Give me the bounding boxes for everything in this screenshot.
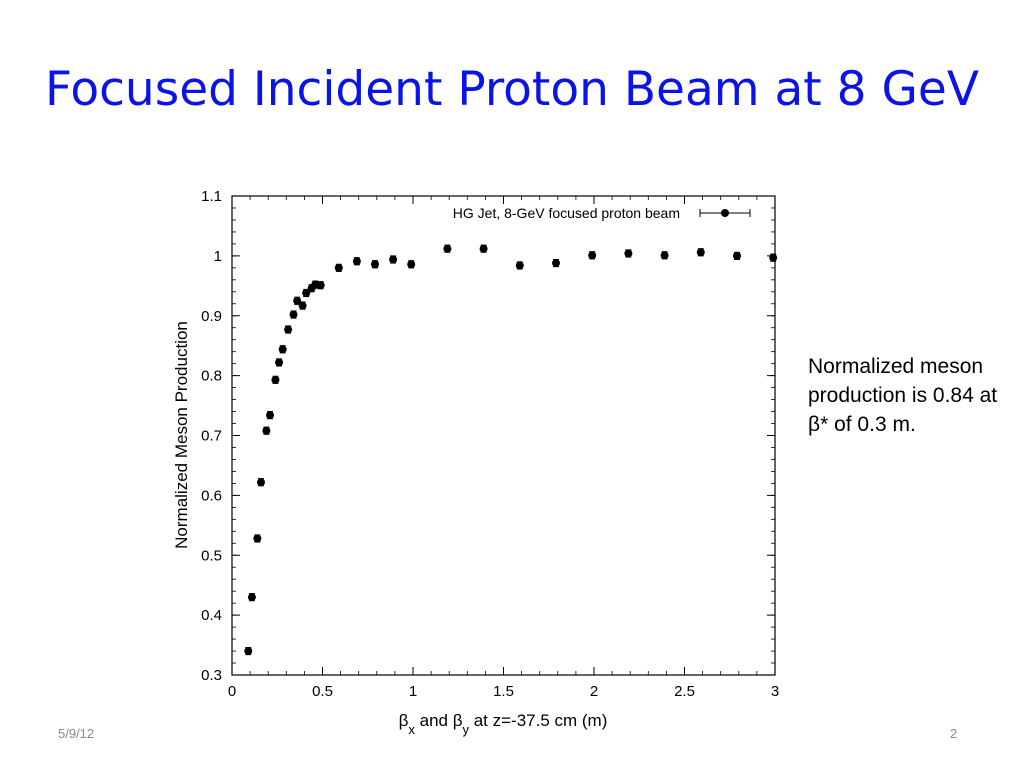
data-points bbox=[244, 244, 778, 656]
x-tick-label: 3 bbox=[771, 683, 779, 700]
x-tick-label: 1.5 bbox=[493, 683, 514, 700]
data-point bbox=[370, 260, 379, 269]
legend-marker bbox=[721, 209, 729, 217]
y-tick-label: 0.9 bbox=[201, 308, 222, 325]
data-point bbox=[302, 288, 311, 297]
data-point bbox=[624, 249, 633, 258]
chart: 0 0.5 1 1.5 2 2.5 3 0.3 0.4 0.5 0.6 0.7 0.8 0.9 1 1.1 H… bbox=[160, 180, 790, 740]
data-point bbox=[298, 301, 307, 310]
data-point bbox=[769, 253, 778, 262]
y-tick-label: 0.7 bbox=[201, 428, 222, 445]
ticks bbox=[231, 195, 776, 676]
data-point bbox=[407, 260, 416, 269]
data-point bbox=[696, 248, 705, 257]
data-point bbox=[256, 478, 265, 487]
data-point bbox=[293, 296, 302, 305]
data-point bbox=[515, 261, 524, 270]
legend-label: HG Jet, 8-GeV focused proton beam bbox=[453, 205, 680, 221]
x-tick-label: 2 bbox=[590, 683, 598, 700]
data-point bbox=[660, 251, 669, 260]
y-tick-label: 0.5 bbox=[201, 547, 222, 564]
data-point bbox=[247, 593, 256, 602]
data-point bbox=[588, 251, 597, 260]
x-tick-label: 0.5 bbox=[312, 683, 333, 700]
y-tick-label: 1.1 bbox=[201, 188, 222, 205]
y-tick-label: 0.3 bbox=[201, 667, 222, 684]
data-point bbox=[253, 534, 262, 543]
data-point bbox=[262, 426, 271, 435]
slide-title: Focused Incident Proton Beam at 8 GeV bbox=[44, 62, 980, 117]
data-point bbox=[289, 310, 298, 319]
data-point bbox=[443, 244, 452, 253]
data-point bbox=[316, 281, 325, 290]
data-point bbox=[479, 244, 488, 253]
plot-frame bbox=[231, 195, 776, 676]
y-tick-label: 0.6 bbox=[201, 487, 222, 504]
x-tick-label: 0 bbox=[228, 683, 236, 700]
data-point bbox=[278, 345, 287, 354]
legend: HG Jet, 8-GeV focused proton beam bbox=[453, 205, 751, 221]
data-point bbox=[389, 255, 398, 264]
tick-labels: 0 0.5 1 1.5 2 2.5 3 0.3 0.4 0.5 0.6 0.7 0.8 0.9 1 1.1 bbox=[201, 188, 779, 700]
x-tick-label: 2.5 bbox=[674, 683, 695, 700]
page-number: 2 bbox=[950, 726, 958, 741]
x-axis-label: βx and βy at z=-37.5 cm (m) bbox=[399, 711, 608, 737]
footer-date: 5/9/12 bbox=[58, 726, 95, 741]
side-note: Normalized meson production is 0.84 at β… bbox=[808, 355, 998, 436]
data-point bbox=[352, 257, 361, 266]
data-point bbox=[284, 325, 293, 334]
data-point bbox=[275, 358, 284, 367]
data-point bbox=[732, 251, 741, 260]
y-tick-label: 1 bbox=[214, 248, 222, 265]
y-tick-label: 0.4 bbox=[201, 607, 222, 624]
chart-svg: 0 0.5 1 1.5 2 2.5 3 0.3 0.4 0.5 0.6 0.7 0.8 0.9 1 1.1 H… bbox=[172, 188, 779, 737]
y-tick-label: 0.8 bbox=[201, 368, 222, 385]
data-point bbox=[271, 375, 280, 384]
data-point bbox=[334, 263, 343, 272]
data-point bbox=[266, 411, 275, 420]
data-point bbox=[244, 647, 253, 656]
y-axis-label: Normalized Meson Production bbox=[172, 321, 191, 549]
x-tick-label: 1 bbox=[409, 683, 417, 700]
data-point bbox=[551, 259, 560, 268]
